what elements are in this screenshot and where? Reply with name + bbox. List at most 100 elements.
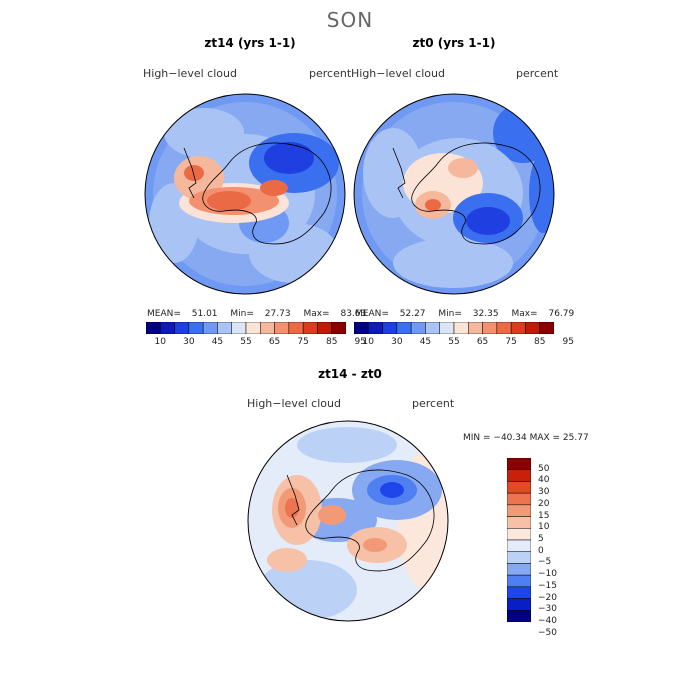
colorbar-diff-swatch bbox=[507, 598, 531, 611]
colorbar-diff-swatch bbox=[507, 528, 531, 541]
colorbar-panel1-swatch bbox=[202, 322, 218, 334]
panel2-units-label: percent bbox=[516, 67, 559, 80]
colorbar-diff-swatch bbox=[507, 610, 531, 622]
colorbar-diff-swatch bbox=[507, 469, 531, 482]
colorbar-panel1-tick-label: 85 bbox=[325, 337, 338, 347]
colorbar-diff-tick-label: 0 bbox=[538, 545, 544, 556]
panel1-min-label: Min= bbox=[230, 309, 254, 319]
colorbar-panel2-ticks: 10 30 45 55 65 75 85 95 bbox=[354, 337, 574, 349]
colorbar-diff bbox=[507, 458, 531, 622]
colorbar-panel2-swatch bbox=[439, 322, 455, 334]
colorbar-diff-swatch bbox=[507, 563, 531, 576]
colorbar-diff-tick-label: −10 bbox=[538, 569, 557, 580]
colorbar-diff-tick-label: 5 bbox=[538, 534, 544, 544]
colorbar-panel2-tick-label: 55 bbox=[448, 337, 460, 347]
colorbar-panel1-swatch bbox=[146, 322, 161, 334]
colorbar-diff-swatch bbox=[507, 504, 531, 517]
colorbar-panel1-tick-label: 55 bbox=[240, 337, 252, 347]
colorbar-panel2-tick-label: 10 bbox=[362, 337, 374, 347]
colorbar-panel1-tick-label: 10 bbox=[154, 337, 166, 347]
colorbar-panel2-swatch bbox=[496, 322, 512, 334]
colorbar-diff-swatch bbox=[507, 492, 531, 506]
panel2-variable-label: High−level cloud bbox=[351, 67, 445, 80]
colorbar-diff-tick-label: −50 bbox=[538, 627, 557, 638]
colorbar-panel1-swatch bbox=[245, 322, 261, 334]
colorbar-panel2-swatch bbox=[425, 322, 440, 334]
colorbar-panel2-swatch bbox=[539, 322, 554, 334]
polar-map-zt0 bbox=[353, 93, 555, 295]
colorbar-panel2-swatch bbox=[510, 322, 526, 334]
colorbar-panel1-swatch bbox=[331, 322, 346, 334]
colorbar-diff-tick-label: 20 bbox=[538, 498, 550, 509]
colorbar-diff-ticks: 50 40 30 20 15 10 5 0 −5 −10 −15 −20 −30 −40 −50 bbox=[538, 458, 568, 638]
panel2-mean-value: 52.27 bbox=[399, 309, 426, 319]
colorbar-panel1-tick-label: 75 bbox=[297, 337, 309, 347]
colorbar-panel2-swatch bbox=[482, 322, 498, 334]
panel1-max-label: Max= bbox=[303, 309, 330, 319]
panel1-variable-label: High−level cloud bbox=[143, 67, 237, 80]
colorbar-panel1-swatch bbox=[288, 322, 304, 334]
colorbar-panel1-swatch bbox=[217, 322, 232, 334]
colorbar-panel1-tick-label: 30 bbox=[183, 337, 195, 347]
panel2-max-value: 76.79 bbox=[548, 309, 575, 319]
colorbar-panel2-swatch bbox=[453, 322, 469, 334]
panel2-title: zt0 (yrs 1-1) bbox=[412, 36, 496, 50]
panel2-max-label: Max= bbox=[511, 309, 538, 319]
colorbar-diff-tick-label: −5 bbox=[538, 557, 552, 568]
panel2-mean-label: MEAN= bbox=[355, 309, 389, 319]
colorbar-panel1-swatch bbox=[274, 322, 290, 334]
colorbar-diff-tick-label: −20 bbox=[538, 592, 557, 603]
colorbar-diff-swatch bbox=[507, 539, 531, 552]
colorbar-panel2-swatch bbox=[368, 322, 383, 334]
colorbar-panel2-swatch bbox=[468, 322, 483, 334]
diff-title: zt14 - zt0 bbox=[318, 367, 382, 381]
panel1-units-label: percent bbox=[309, 67, 352, 80]
season-title: SON bbox=[326, 8, 374, 32]
colorbar-panel2-tick-label: 75 bbox=[505, 337, 517, 347]
colorbar-diff-swatch bbox=[507, 551, 531, 564]
colorbar-panel1-swatch bbox=[260, 322, 275, 334]
panel1-title: zt14 (yrs 1-1) bbox=[204, 36, 296, 50]
colorbar-panel2-tick-label: 65 bbox=[476, 337, 489, 347]
colorbar-diff-tick-label: 40 bbox=[538, 475, 550, 486]
colorbar-panel2-swatch bbox=[382, 322, 398, 334]
diff-variable-label: High−level cloud bbox=[247, 397, 341, 410]
colorbar-panel2-tick-label: 95 bbox=[562, 337, 574, 347]
colorbar-panel2-swatch bbox=[410, 322, 426, 334]
colorbar-diff-swatch bbox=[507, 586, 531, 599]
polar-map-diff bbox=[247, 420, 449, 622]
colorbar-panel2-swatch bbox=[396, 322, 412, 334]
colorbar-panel1-tick-label: 95 bbox=[354, 337, 366, 347]
colorbar-diff-tick-label: −15 bbox=[538, 580, 557, 591]
panel2-min-label: Min= bbox=[438, 309, 462, 319]
colorbar-panel1-ticks: 10 30 45 55 65 75 85 95 bbox=[146, 337, 366, 349]
colorbar-diff-tick-label: −40 bbox=[538, 616, 557, 626]
colorbar-diff-tick-label: 50 bbox=[538, 463, 550, 474]
colorbar-diff-tick-label: 15 bbox=[538, 510, 550, 521]
colorbar-panel1-tick-label: 45 bbox=[211, 337, 224, 347]
diff-minmax: MIN = −40.34 MAX = 25.77 bbox=[463, 433, 589, 443]
colorbar-diff-swatch bbox=[507, 481, 531, 494]
panel2-stats: MEAN= 52.27 Min= 32.35 Max= 76.79 bbox=[355, 309, 574, 319]
colorbar-diff-tick-label: 30 bbox=[538, 487, 550, 498]
colorbar-panel2-swatch bbox=[354, 322, 369, 334]
colorbar-diff-swatch bbox=[507, 574, 531, 588]
colorbar-panel1-swatch bbox=[302, 322, 318, 334]
colorbar-panel2 bbox=[354, 322, 554, 334]
colorbar-diff-tick-label: 10 bbox=[538, 522, 550, 533]
colorbar-diff-swatch bbox=[507, 516, 531, 529]
panel1-mean-value: 51.01 bbox=[191, 309, 218, 319]
panel2-min-value: 32.35 bbox=[472, 309, 499, 319]
colorbar-panel1-swatch bbox=[188, 322, 204, 334]
colorbar-panel1-tick-label: 65 bbox=[268, 337, 281, 347]
diff-units-label: percent bbox=[412, 397, 455, 410]
panel1-min-value: 27.73 bbox=[264, 309, 291, 319]
colorbar-panel1-swatch bbox=[174, 322, 190, 334]
colorbar-panel1 bbox=[146, 322, 346, 334]
panel1-stats: MEAN= 51.01 Min= 27.73 Max= 83.63 bbox=[147, 309, 366, 319]
polar-map-zt14 bbox=[144, 93, 346, 295]
colorbar-panel1-swatch bbox=[160, 322, 175, 334]
panel1-mean-label: MEAN= bbox=[147, 309, 181, 319]
panel1-max-value: 83.63 bbox=[340, 309, 367, 319]
colorbar-panel1-swatch bbox=[231, 322, 247, 334]
